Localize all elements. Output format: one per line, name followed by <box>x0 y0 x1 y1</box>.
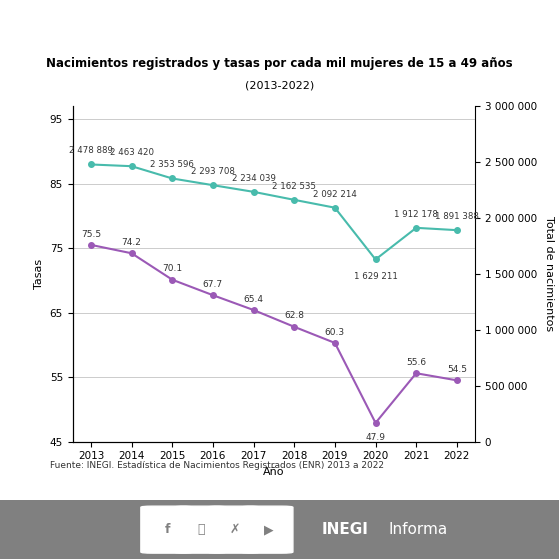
FancyBboxPatch shape <box>208 506 259 553</box>
FancyBboxPatch shape <box>174 506 226 553</box>
Text: 1 912 178: 1 912 178 <box>394 210 438 219</box>
FancyBboxPatch shape <box>141 506 192 553</box>
Text: 75.5: 75.5 <box>81 230 101 239</box>
Text: INEGI: INEGI <box>321 522 368 537</box>
Y-axis label: Tasas: Tasas <box>34 259 44 289</box>
Text: 2 293 708: 2 293 708 <box>191 167 235 176</box>
Text: 54.5: 54.5 <box>447 365 467 374</box>
Text: ✗: ✗ <box>230 523 240 536</box>
Text: 65.4: 65.4 <box>244 295 264 304</box>
Text: (2013-2022): (2013-2022) <box>245 80 314 91</box>
Text: 70.1: 70.1 <box>162 264 182 273</box>
Text: 62.8: 62.8 <box>284 311 304 320</box>
Text: 1 629 211: 1 629 211 <box>354 272 397 281</box>
Text: 2 353 596: 2 353 596 <box>150 160 194 169</box>
Text: 60.3: 60.3 <box>325 328 345 337</box>
Text: 1 891 388: 1 891 388 <box>435 212 479 221</box>
Y-axis label: Total de nacimientos: Total de nacimientos <box>544 216 554 331</box>
Text: 67.7: 67.7 <box>203 280 223 289</box>
Text: 2 463 420: 2 463 420 <box>110 148 154 157</box>
X-axis label: Año: Año <box>263 467 285 477</box>
Text: 2 162 535: 2 162 535 <box>272 182 316 191</box>
Legend: Tasa de nacimientos registrados, Total de nacimientos registrados: Tasa de nacimientos registrados, Total d… <box>89 520 458 536</box>
Text: 2 478 889: 2 478 889 <box>69 146 113 155</box>
Text: 47.9: 47.9 <box>366 433 386 442</box>
Text: f: f <box>165 523 170 536</box>
Text: ▶: ▶ <box>263 523 273 536</box>
Text: ⓘ: ⓘ <box>197 523 205 536</box>
FancyBboxPatch shape <box>241 506 293 553</box>
Text: 55.6: 55.6 <box>406 358 427 367</box>
Text: 2 234 039: 2 234 039 <box>231 174 276 183</box>
Text: 2 092 214: 2 092 214 <box>313 190 357 198</box>
Text: 74.2: 74.2 <box>122 238 141 247</box>
Text: Fuente: INEGI. Estadística de Nacimientos Registrados (ENR) 2013 a 2022: Fuente: INEGI. Estadística de Nacimiento… <box>50 461 384 470</box>
Text: Nacimientos registrados y tasas por cada mil mujeres de 15 a 49 años: Nacimientos registrados y tasas por cada… <box>46 57 513 70</box>
Text: Informa: Informa <box>389 522 448 537</box>
